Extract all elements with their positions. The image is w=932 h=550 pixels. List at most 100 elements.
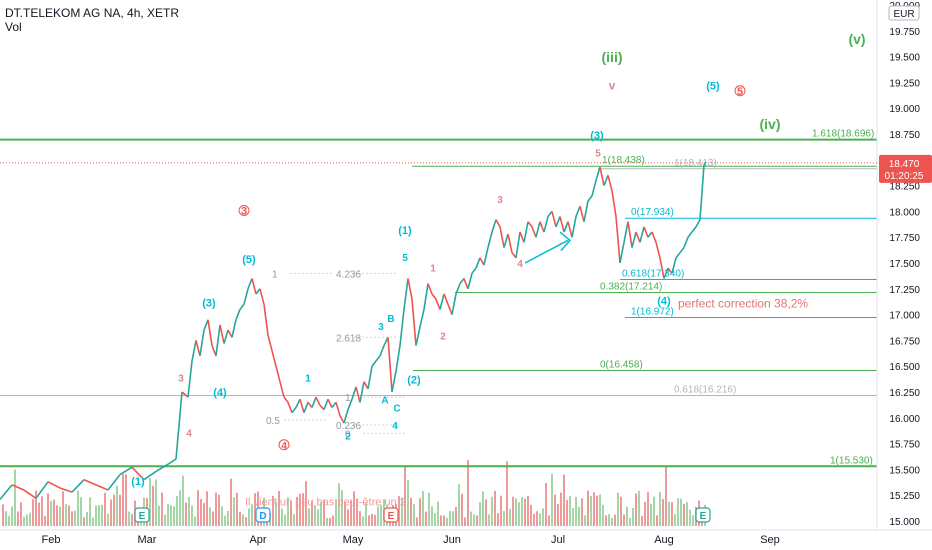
volume-bar <box>200 499 202 526</box>
volume-bar <box>167 504 169 526</box>
volume-bar <box>470 511 472 526</box>
price-segment <box>395 345 401 372</box>
price-segment <box>131 466 145 481</box>
volume-bar <box>362 516 364 526</box>
price-segment <box>659 257 665 279</box>
price-segment <box>315 396 321 406</box>
volume-bar <box>476 515 478 526</box>
wave-label: 1 <box>305 374 311 385</box>
volume-bar <box>467 460 469 526</box>
price-segment <box>679 247 685 254</box>
price-segment <box>331 401 337 408</box>
price-segment <box>599 166 605 186</box>
volume-bar <box>500 495 502 526</box>
price-segment <box>119 466 133 476</box>
volume-bar <box>272 495 274 526</box>
price-segment <box>71 479 85 493</box>
price-segment <box>635 231 641 243</box>
volume-bar <box>53 499 55 526</box>
price-segment <box>583 200 589 222</box>
fib-level-label: 0(16.458) <box>600 360 643 371</box>
wave-label: 2 <box>440 331 446 342</box>
volume-bar <box>650 503 652 526</box>
price-segment <box>663 267 669 279</box>
price-tick-label: 17.250 <box>889 285 920 296</box>
time-axis[interactable]: Feb Mar Apr May Jun Jul Aug Sep <box>0 529 932 546</box>
volume-bar <box>602 504 604 526</box>
price-segment <box>595 166 601 181</box>
price-segment <box>627 221 633 248</box>
chart-header: DT.TELEKOM AG NA, 4h, XETR Vol <box>5 6 179 34</box>
volume-bar <box>512 496 514 526</box>
volume-bar <box>236 492 238 526</box>
volume-bar <box>377 506 379 526</box>
price-segment <box>551 211 557 228</box>
event-marker[interactable]: E <box>134 507 150 523</box>
event-marker[interactable]: E <box>695 507 711 523</box>
wave-label-circle <box>734 85 746 97</box>
volume-bar <box>398 496 400 526</box>
symbol-title[interactable]: DT.TELEKOM AG NA, 4h, XETR <box>5 6 180 20</box>
fib-levels: 1.618(18.696) 1(18.438) 1(18.413) 0(17.934)… <box>0 129 877 468</box>
volume-bar <box>533 513 535 526</box>
volume-bar <box>632 508 634 526</box>
volume-bar <box>101 504 103 526</box>
price-segment <box>23 489 37 499</box>
price-segment <box>523 221 529 243</box>
volume-bar <box>59 506 61 526</box>
volume-bar <box>506 461 508 526</box>
price-segment <box>463 278 469 290</box>
volume-bar <box>242 514 244 526</box>
price-segment <box>483 247 489 266</box>
fib-level-label: 1(15.530) <box>830 455 873 466</box>
price-segment <box>263 304 269 336</box>
volume-bar <box>215 492 217 526</box>
volume-bar <box>338 483 340 526</box>
price-tick-label: 16.750 <box>889 336 920 347</box>
volume-bar <box>341 490 343 526</box>
wave-label: (4) <box>657 295 671 307</box>
volume-bar <box>11 506 13 526</box>
price-segment <box>399 309 405 346</box>
price-segment <box>515 231 521 258</box>
volume-bar <box>374 514 376 526</box>
volume-bar <box>326 517 328 526</box>
volume-bar <box>683 503 685 526</box>
price-segment <box>579 206 585 222</box>
price-segment <box>299 398 305 413</box>
price-segment <box>47 481 61 489</box>
wave-labels: (iii) (v) (iv) v (5) 5 (3) 5 3 4 1 2 3 (1) 5 (5) (3) 3 4 (4… <box>131 31 865 508</box>
volume-bar <box>575 496 577 526</box>
volume-bar <box>83 517 85 526</box>
volume-bar <box>92 517 94 526</box>
volume-bar <box>401 497 403 526</box>
event-marker-box <box>383 507 399 523</box>
volume-bar <box>251 504 253 526</box>
price-segment <box>539 221 545 233</box>
volume-label: Vol <box>5 20 22 34</box>
volume-bar <box>212 511 214 526</box>
event-marker[interactable]: E <box>383 507 399 523</box>
wave-label: (2) <box>407 375 421 387</box>
volume-bar <box>203 503 205 526</box>
volume-bar <box>332 515 334 526</box>
volume-bar <box>287 497 289 526</box>
volume-bar <box>299 493 301 526</box>
wave-label: 4 <box>392 421 398 432</box>
wave-label: A <box>381 395 388 406</box>
volume-bar <box>551 473 553 526</box>
price-segment <box>235 309 241 321</box>
price-segment <box>275 365 281 382</box>
volume-bar <box>38 502 40 526</box>
price-segment <box>503 233 509 248</box>
event-marker-box <box>134 507 150 523</box>
price-segment <box>611 190 617 217</box>
price-segment <box>459 277 465 285</box>
time-tick-label: May <box>343 534 364 546</box>
volume-bar <box>482 491 484 526</box>
event-marker[interactable]: D <box>255 507 271 523</box>
volume-bar <box>14 469 16 526</box>
